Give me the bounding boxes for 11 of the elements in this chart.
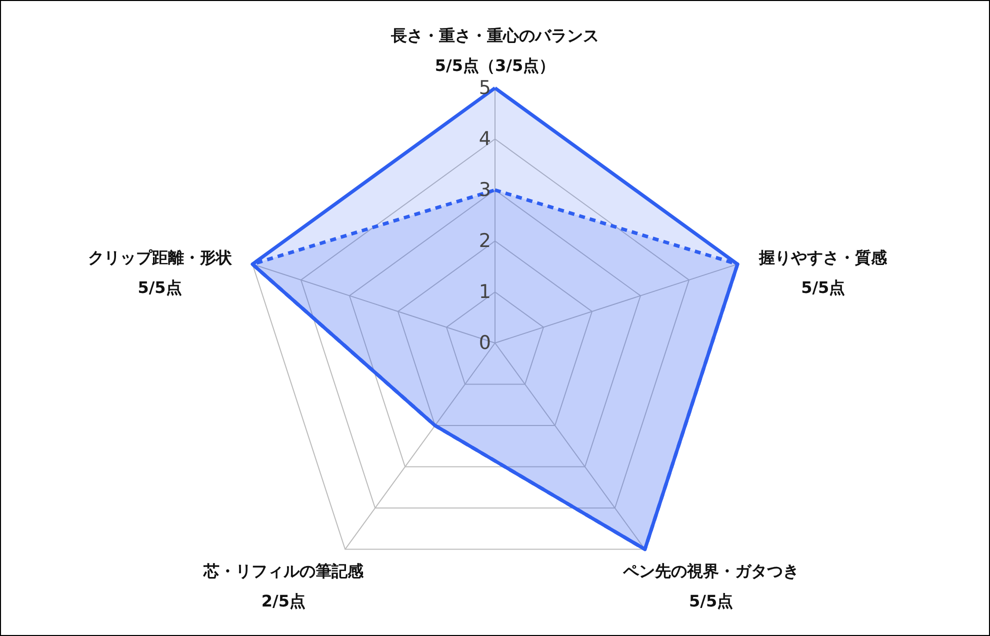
y-tick-label: 5 [478, 77, 491, 99]
spoke-label: 長さ・重さ・重心のバランス 5/5点（3/5点） [390, 26, 599, 75]
y-tick-label: 3 [478, 179, 491, 201]
y-tick-label: 4 [478, 128, 491, 150]
spoke-label: 芯・リフィルの筆記感 2/5点 [202, 561, 364, 610]
spoke-label: 握りやすさ・質感 5/5点 [758, 248, 888, 298]
y-tick-label: 1 [478, 281, 491, 303]
spoke-label: クリップ距離・形状 5/5点 [88, 248, 233, 298]
y-tick-label: 0 [478, 332, 491, 354]
y-tick-label: 2 [478, 230, 491, 252]
spoke-label: ペン先の視界・ガタつき 5/5点 [622, 561, 800, 610]
